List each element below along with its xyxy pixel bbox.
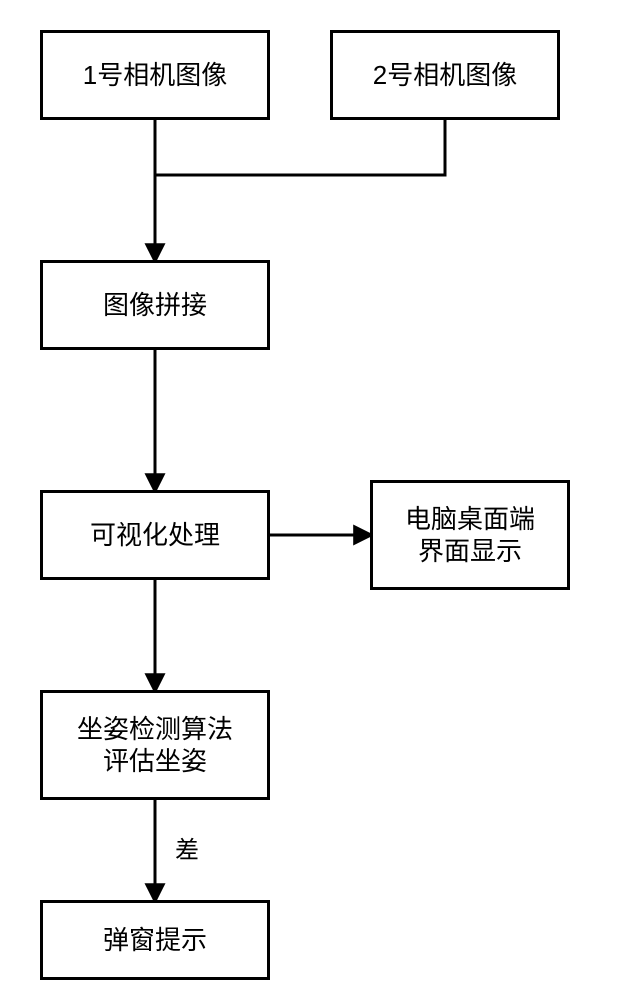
node-label: 电脑桌面端 界面显示 bbox=[405, 503, 535, 568]
node-image-stitch: 图像拼接 bbox=[40, 260, 270, 350]
node-label: 1号相机图像 bbox=[83, 59, 227, 92]
flowchart-canvas: 1号相机图像 2号相机图像 图像拼接 可视化处理 电脑桌面端 界面显示 坐姿检测… bbox=[0, 0, 634, 1000]
node-label: 2号相机图像 bbox=[373, 59, 517, 92]
node-label: 坐姿检测算法 评估坐姿 bbox=[77, 713, 233, 778]
node-camera-1: 1号相机图像 bbox=[40, 30, 270, 120]
node-label: 弹窗提示 bbox=[103, 924, 207, 957]
node-visualization: 可视化处理 bbox=[40, 490, 270, 580]
node-label: 图像拼接 bbox=[103, 289, 207, 322]
node-desktop-display: 电脑桌面端 界面显示 bbox=[370, 480, 570, 590]
node-label: 可视化处理 bbox=[90, 519, 220, 552]
node-popup-alert: 弹窗提示 bbox=[40, 900, 270, 980]
edge-label-bad: 差 bbox=[175, 830, 199, 865]
node-camera-2: 2号相机图像 bbox=[330, 30, 560, 120]
node-posture-eval: 坐姿检测算法 评估坐姿 bbox=[40, 690, 270, 800]
